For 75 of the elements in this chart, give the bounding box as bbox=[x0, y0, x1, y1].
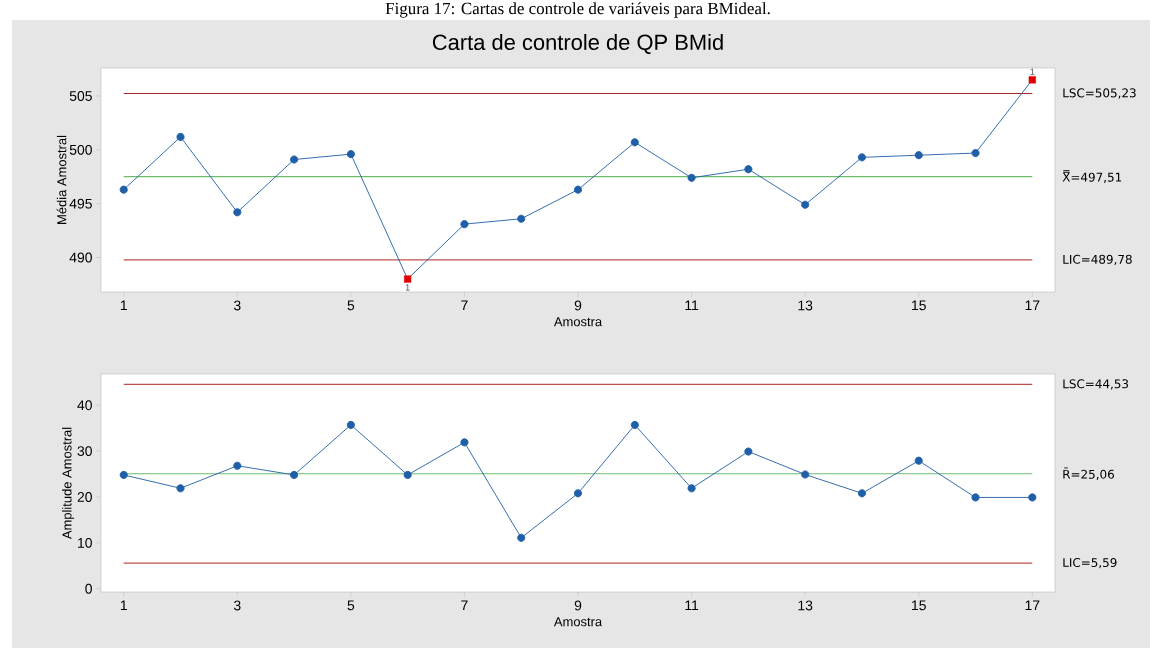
x-tick-label: 17 bbox=[1025, 300, 1040, 311]
x-tick-label: 15 bbox=[912, 300, 926, 311]
point bbox=[1028, 76, 1036, 84]
y-tick-label: 0 bbox=[85, 583, 92, 594]
point bbox=[687, 173, 696, 182]
ref-line-label: LSC=505,23 bbox=[1063, 88, 1136, 99]
point bbox=[744, 165, 753, 174]
chart-title: Carta de controle de QP BMid bbox=[432, 33, 723, 54]
ref-line-label: R̄=25,06 bbox=[1063, 467, 1115, 480]
point bbox=[517, 533, 526, 542]
y-tick-label: 500 bbox=[69, 144, 92, 155]
ref-line-label: X̿=497,51 bbox=[1062, 170, 1122, 183]
x-tick-label: 13 bbox=[798, 600, 813, 611]
point bbox=[233, 208, 242, 217]
point bbox=[233, 461, 242, 470]
x-tick-label: 11 bbox=[685, 300, 699, 311]
point bbox=[687, 484, 696, 493]
y-axis-title: Amplitude Amostral bbox=[62, 427, 75, 540]
point bbox=[1028, 493, 1037, 502]
point bbox=[346, 420, 355, 429]
point bbox=[290, 155, 299, 164]
point bbox=[857, 153, 866, 162]
x-tick-label: 3 bbox=[233, 300, 241, 311]
point bbox=[119, 185, 128, 194]
annotation: 1 bbox=[1030, 68, 1035, 75]
y-tick-label: 490 bbox=[69, 252, 92, 263]
y-tick-label: 20 bbox=[77, 492, 92, 502]
y-tick-label: 40 bbox=[77, 400, 92, 411]
x-tick-label: 15 bbox=[912, 600, 926, 611]
y-axis-title: Média Amostral bbox=[56, 135, 67, 224]
point bbox=[801, 470, 810, 479]
y-tick-label: 10 bbox=[78, 537, 92, 548]
annotation: 1 bbox=[405, 284, 410, 291]
x-tick-label: 17 bbox=[1025, 600, 1040, 611]
ref-line-label: LIC=5,59 bbox=[1063, 557, 1117, 569]
point bbox=[573, 489, 583, 498]
x-tick-label: 13 bbox=[798, 300, 813, 311]
point bbox=[914, 456, 923, 465]
point bbox=[403, 470, 412, 479]
point bbox=[971, 493, 980, 502]
point bbox=[744, 447, 753, 456]
point bbox=[630, 420, 639, 429]
ref-line-label: LSC=44,53 bbox=[1063, 379, 1129, 390]
text: Figura 17: Cartas de controle de variáveis para BMideal. bbox=[385, 2, 770, 18]
point bbox=[630, 138, 639, 147]
x-tick-label: 9 bbox=[574, 300, 582, 311]
point bbox=[914, 151, 923, 160]
point bbox=[573, 185, 583, 194]
point bbox=[460, 438, 469, 447]
point bbox=[857, 489, 866, 498]
y-tick-label: 505 bbox=[69, 91, 92, 101]
x-tick-label: 7 bbox=[461, 300, 468, 311]
y-tick-label: 495 bbox=[69, 198, 92, 209]
point bbox=[460, 220, 469, 229]
x-tick-label: 1 bbox=[120, 300, 127, 311]
x-tick-label: 1 bbox=[120, 600, 127, 611]
x-tick-label: 5 bbox=[347, 600, 355, 611]
x-axis-title: Amostra bbox=[553, 317, 603, 327]
x-axis-title: Amostra bbox=[553, 617, 603, 627]
point bbox=[176, 484, 185, 493]
y-tick-label: 30 bbox=[77, 446, 92, 457]
point bbox=[290, 470, 299, 479]
point bbox=[404, 275, 412, 283]
point bbox=[346, 150, 355, 159]
x-tick-label: 7 bbox=[461, 600, 468, 611]
point bbox=[176, 132, 185, 141]
point bbox=[971, 149, 980, 158]
x-tick-label: 9 bbox=[574, 600, 582, 611]
x-tick-label: 11 bbox=[685, 600, 699, 611]
point bbox=[801, 200, 810, 209]
x-tick-label: 3 bbox=[233, 600, 241, 611]
point bbox=[119, 470, 128, 479]
point bbox=[517, 214, 526, 223]
ref-line-label: LIC=489,78 bbox=[1063, 254, 1132, 266]
x-tick-label: 5 bbox=[347, 300, 355, 311]
